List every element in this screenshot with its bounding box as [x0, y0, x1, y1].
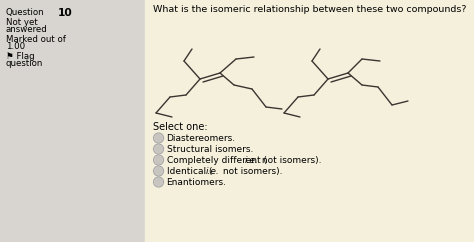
- Text: 10: 10: [58, 8, 73, 18]
- Circle shape: [155, 167, 162, 174]
- Circle shape: [155, 135, 162, 142]
- Text: Structural isomers.: Structural isomers.: [166, 145, 253, 154]
- Circle shape: [154, 133, 164, 143]
- Text: What is the isomeric relationship between these two compounds?: What is the isomeric relationship betwee…: [153, 5, 466, 14]
- Circle shape: [155, 179, 162, 186]
- Text: question: question: [6, 59, 44, 68]
- Text: i.e.: i.e.: [245, 156, 258, 165]
- Text: Select one:: Select one:: [153, 122, 207, 132]
- Circle shape: [154, 144, 164, 154]
- Text: Marked out of: Marked out of: [6, 35, 66, 44]
- Text: not isomers).: not isomers).: [220, 167, 283, 176]
- Text: Completely different (: Completely different (: [166, 156, 266, 165]
- Text: Identical (: Identical (: [166, 167, 212, 176]
- Text: Diastereomers.: Diastereomers.: [166, 134, 236, 143]
- Text: ⚑ Flag: ⚑ Flag: [6, 52, 35, 61]
- Circle shape: [155, 145, 162, 152]
- Text: Not yet: Not yet: [6, 18, 38, 27]
- Text: i.e.: i.e.: [206, 167, 219, 176]
- Bar: [0, 0, 145, 242]
- Circle shape: [154, 177, 164, 187]
- Text: Question: Question: [6, 8, 45, 17]
- Circle shape: [155, 157, 162, 164]
- Text: 1.00: 1.00: [6, 42, 25, 51]
- Bar: [145, 0, 474, 242]
- Text: Enantiomers.: Enantiomers.: [166, 178, 227, 187]
- Text: answered: answered: [6, 25, 48, 34]
- Circle shape: [154, 155, 164, 165]
- Text: not isomers).: not isomers).: [259, 156, 321, 165]
- Circle shape: [154, 166, 164, 176]
